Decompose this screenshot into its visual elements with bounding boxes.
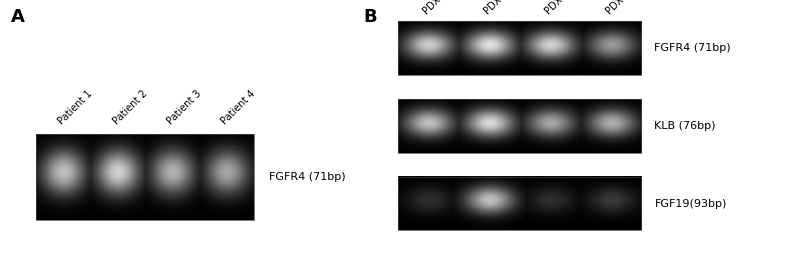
Text: PDX 4: PDX 4 [604,0,632,16]
Text: Patient 2: Patient 2 [111,88,149,126]
Text: Patient 1: Patient 1 [57,88,95,126]
Text: FGF19(93bp): FGF19(93bp) [655,199,727,209]
Text: PDX 1: PDX 1 [422,0,450,16]
Bar [36,134,254,220]
Text: FGFR4 (71bp): FGFR4 (71bp) [268,172,346,182]
Bar [398,21,641,75]
Text: KLB (76bp): KLB (76bp) [655,121,716,131]
Bar [398,99,641,153]
Text: PDX 3: PDX 3 [544,0,571,16]
Text: Patient 4: Patient 4 [220,88,258,126]
Text: Patient 3: Patient 3 [166,88,204,126]
Text: FGFR4 (71bp): FGFR4 (71bp) [655,43,731,53]
Text: PDX 2: PDX 2 [483,0,510,16]
Text: B: B [364,8,377,26]
Bar [398,177,641,230]
Text: A: A [11,8,24,26]
